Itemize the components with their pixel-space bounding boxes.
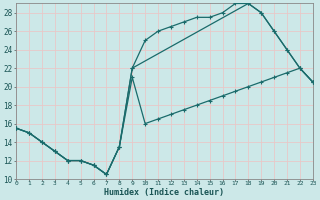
X-axis label: Humidex (Indice chaleur): Humidex (Indice chaleur) xyxy=(105,188,225,197)
